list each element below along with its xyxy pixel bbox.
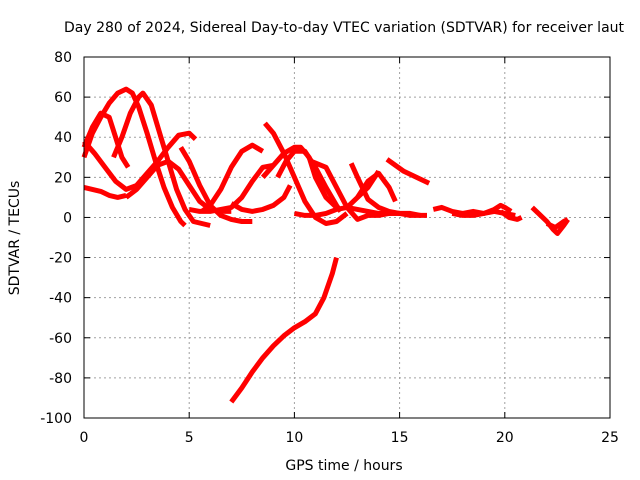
x-tick-label: 15 [391,430,409,446]
y-tick-label: 60 [54,90,72,106]
series-line-sat-p [348,162,427,218]
y-axis-label: SDTVAR / TECUs [7,181,23,296]
series-line-sat-r [355,170,398,203]
series-line-sat-j [230,184,293,214]
series-line-sat-v [499,209,523,222]
y-tick-label: -100 [40,411,72,427]
x-tick-label: 20 [496,430,514,446]
series-line-sat-s [385,157,431,186]
x-tick-label: 10 [285,430,303,446]
series-line-sat-i [200,142,265,214]
x-tick-label: 5 [185,430,194,446]
y-tick-label: -20 [49,251,72,267]
series-line-sat-o [310,158,400,222]
y-tick-label: 20 [54,170,72,186]
x-tick-label: 25 [601,430,619,446]
plot-frame [83,56,611,419]
series-line-sat-f [124,158,232,214]
series-line-sat-x [545,217,570,230]
y-tick-label: 40 [54,130,72,146]
series-line-sat-e [82,130,198,192]
series-line-sat-d [81,110,131,169]
y-tick-label: -60 [49,331,72,347]
axis-ticks: 0 5 10 15 20 25 -100 -80 -60 -40 -20 0 20 40 60 80 [40,50,619,446]
series-line-sat-w [530,205,570,236]
y-tick-label: -80 [49,371,72,387]
series-line-sat-y [229,256,339,404]
chart-title: Day 280 of 2024, Sidereal Day-to-day VTE… [64,20,625,36]
series-line-sat-m [275,148,343,213]
x-tick-label: 0 [80,430,89,446]
x-axis-label: GPS time / hours [285,458,402,474]
series-line-sat-b [111,90,211,228]
y-tick-label: -40 [49,291,72,307]
y-tick-label: 80 [54,50,72,66]
data-series-group [81,86,570,404]
series-line-sat-l [260,144,339,210]
y-tick-label: 0 [63,210,72,226]
grid-lines [84,57,610,418]
series-line-sat-k [262,121,349,226]
series-line-sat-c [83,184,127,200]
